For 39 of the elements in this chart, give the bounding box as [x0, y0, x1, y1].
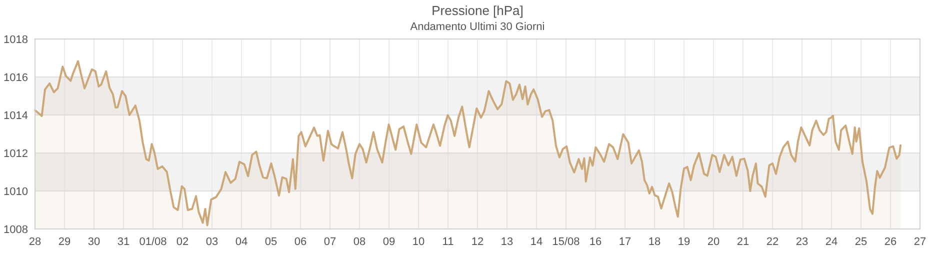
- y-tick-label: 1010: [4, 186, 28, 198]
- y-tick-label: 1016: [4, 72, 28, 84]
- x-tick-label: 16: [589, 236, 602, 248]
- x-tick-label: 02: [176, 236, 189, 248]
- x-tick-label: 31: [117, 236, 130, 248]
- x-tick-label: 14: [530, 236, 543, 248]
- x-tick-label: 03: [206, 236, 218, 248]
- y-tick-label: 1014: [4, 110, 28, 122]
- x-tick-label: 30: [88, 236, 100, 248]
- x-tick-label: 06: [294, 236, 307, 248]
- chart-title: Pressione [hPa]: [432, 3, 524, 18]
- x-tick-label: 12: [471, 236, 484, 248]
- y-tick-label: 1012: [4, 148, 28, 160]
- x-tick-label: 11: [442, 236, 454, 248]
- x-tick-label: 08: [353, 236, 366, 248]
- x-tick-label: 19: [678, 236, 690, 248]
- x-tick-label: 01/08: [139, 236, 167, 248]
- x-tick-label: 25: [854, 236, 868, 248]
- x-tick-label: 10: [412, 236, 425, 248]
- x-tick-label: 05: [264, 236, 278, 248]
- x-tick-label: 29: [58, 236, 71, 248]
- x-tick-label: 07: [324, 236, 336, 248]
- x-tick-label: 13: [500, 236, 514, 248]
- x-tick-label: 27: [914, 236, 926, 248]
- x-tick-label: 18: [648, 236, 661, 248]
- x-tick-label: 20: [707, 236, 720, 248]
- x-tick-label: 04: [235, 236, 248, 248]
- x-tick-label: 15/08: [552, 236, 580, 248]
- y-tick-label: 1018: [4, 34, 28, 46]
- x-tick-label: 24: [825, 236, 838, 248]
- x-tick-label: 22: [766, 236, 779, 248]
- y-tick-label: 1008: [4, 224, 28, 236]
- x-tick-label: 26: [884, 236, 897, 248]
- x-tick-label: 23: [796, 236, 808, 248]
- x-tick-label: 28: [28, 236, 42, 248]
- x-tick-label: 21: [736, 236, 750, 248]
- chart-subtitle: Andamento Ultimi 30 Giorni: [410, 21, 545, 33]
- x-tick-label: 09: [382, 236, 396, 248]
- x-tick-label: 17: [618, 236, 632, 248]
